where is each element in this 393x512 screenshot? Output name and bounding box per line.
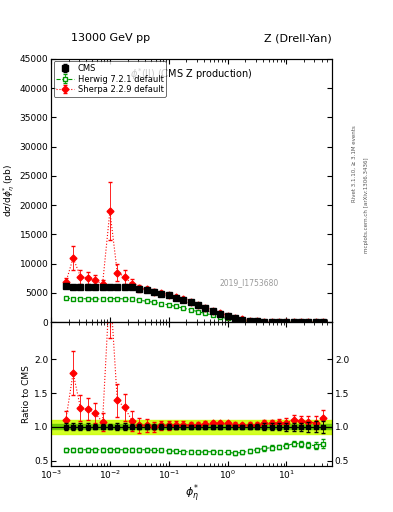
Y-axis label: Ratio to CMS: Ratio to CMS: [22, 365, 31, 423]
Text: Rivet 3.1.10, ≥ 3.1M events: Rivet 3.1.10, ≥ 3.1M events: [352, 125, 357, 202]
Y-axis label: d$\sigma$/d$\phi_{\eta}^{*}$ (pb): d$\sigma$/d$\phi_{\eta}^{*}$ (pb): [1, 164, 17, 217]
Text: Z (Drell-Yan): Z (Drell-Yan): [264, 33, 332, 44]
Text: $\phi_{\eta}^{*}$(ll) (CMS Z production): $\phi_{\eta}^{*}$(ll) (CMS Z production): [130, 67, 253, 84]
Text: 13000 GeV pp: 13000 GeV pp: [71, 33, 150, 44]
Bar: [51, 424, 332, 430]
Bar: [51, 420, 332, 434]
X-axis label: $\phi_{\eta}^{*}$: $\phi_{\eta}^{*}$: [185, 482, 198, 505]
Text: mcplots.cern.ch [arXiv:1306.3436]: mcplots.cern.ch [arXiv:1306.3436]: [364, 157, 369, 252]
Text: 2019_I1753680: 2019_I1753680: [220, 278, 279, 287]
Legend: CMS, Herwig 7.2.1 default, Sherpa 2.2.9 default: CMS, Herwig 7.2.1 default, Sherpa 2.2.9 …: [53, 61, 166, 97]
